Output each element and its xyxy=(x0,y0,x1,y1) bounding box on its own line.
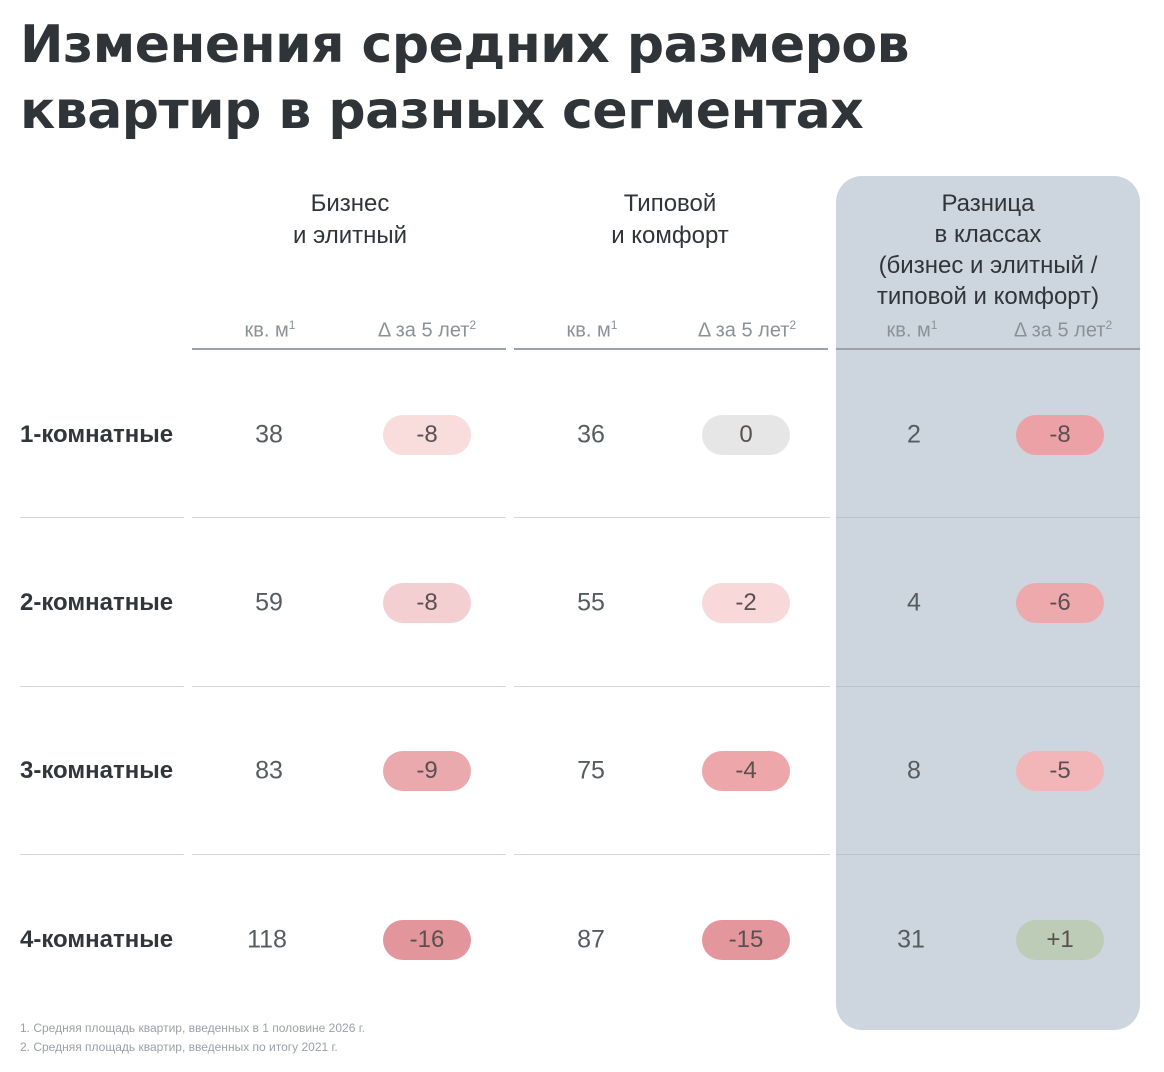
footnote-2: 2. Средняя площадь квартир, введенных по… xyxy=(20,1040,338,1054)
business-area-value: 118 xyxy=(247,925,287,954)
row-divider xyxy=(20,517,184,518)
row-divider xyxy=(192,854,506,855)
header-divider xyxy=(836,348,1140,350)
group-header-line: Бизнес xyxy=(310,190,390,217)
difference-area-value: 4 xyxy=(907,588,921,617)
page-title: Изменения средних размеров квартир в раз… xyxy=(20,12,910,144)
group-header-line: и элитный xyxy=(292,222,408,249)
subheader-area: кв. м1 xyxy=(566,318,618,342)
difference-area-value: 31 xyxy=(897,925,925,954)
subheader-delta: Δ за 5 лет2 xyxy=(377,318,477,342)
difference-delta-pill: +1 xyxy=(1016,920,1104,960)
standard-area-value: 87 xyxy=(577,925,605,954)
group-header-line: типовой и комфорт) xyxy=(876,283,1100,310)
standard-area-value: 55 xyxy=(577,588,605,617)
subheader-delta: Δ за 5 лет2 xyxy=(697,318,797,342)
group-header-line: (бизнес и элитный / xyxy=(878,252,1098,279)
standard-delta-pill: -2 xyxy=(702,583,790,623)
row-divider xyxy=(514,686,830,687)
header-divider xyxy=(514,348,828,350)
row-label: 2-комнатные xyxy=(20,589,174,616)
business-delta-pill: -9 xyxy=(383,751,471,791)
row-divider xyxy=(514,854,830,855)
row-divider xyxy=(836,517,1140,518)
row-divider xyxy=(20,686,184,687)
difference-delta-pill: -8 xyxy=(1016,415,1104,455)
row-divider xyxy=(514,517,830,518)
difference-delta-pill: -6 xyxy=(1016,583,1104,623)
subheader-area: кв. м1 xyxy=(244,318,296,342)
group-header-line: Разница xyxy=(941,190,1035,217)
subheader-delta: Δ за 5 лет2 xyxy=(1013,318,1113,342)
standard-area-value: 36 xyxy=(577,420,605,449)
group-header-business: Бизнес и элитный xyxy=(250,188,450,252)
standard-delta-pill: -15 xyxy=(702,920,790,960)
row-label: 3-комнатные xyxy=(20,757,174,784)
row-divider xyxy=(192,517,506,518)
group-header-difference: Разница в классах (бизнес и элитный / ти… xyxy=(848,188,1128,312)
row-label: 4-комнатные xyxy=(20,926,174,953)
standard-area-value: 75 xyxy=(577,756,605,785)
title-line-2: квартир в разных сегментах xyxy=(20,81,864,141)
difference-delta-pill: -5 xyxy=(1016,751,1104,791)
business-delta-pill: -16 xyxy=(383,920,471,960)
header-divider xyxy=(192,348,506,350)
group-header-line: и комфорт xyxy=(611,222,729,249)
row-divider xyxy=(192,686,506,687)
standard-delta-pill: -4 xyxy=(702,751,790,791)
difference-area-value: 8 xyxy=(907,756,921,785)
business-delta-pill: -8 xyxy=(383,583,471,623)
group-header-line: в классах xyxy=(934,221,1042,248)
row-divider xyxy=(836,686,1140,687)
row-label: 1-комнатные xyxy=(20,421,174,448)
row-divider xyxy=(836,854,1140,855)
business-delta-pill: -8 xyxy=(383,415,471,455)
business-area-value: 59 xyxy=(255,588,283,617)
group-header-line: Типовой xyxy=(623,190,717,217)
subheader-area: кв. м1 xyxy=(886,318,938,342)
group-header-standard: Типовой и комфорт xyxy=(570,188,770,252)
standard-delta-pill: 0 xyxy=(702,415,790,455)
footnote-1: 1. Средняя площадь квартир, введенных в … xyxy=(20,1021,365,1035)
row-divider xyxy=(20,854,184,855)
business-area-value: 83 xyxy=(255,756,283,785)
business-area-value: 38 xyxy=(255,420,283,449)
title-line-1: Изменения средних размеров xyxy=(20,15,910,75)
difference-area-value: 2 xyxy=(907,420,921,449)
